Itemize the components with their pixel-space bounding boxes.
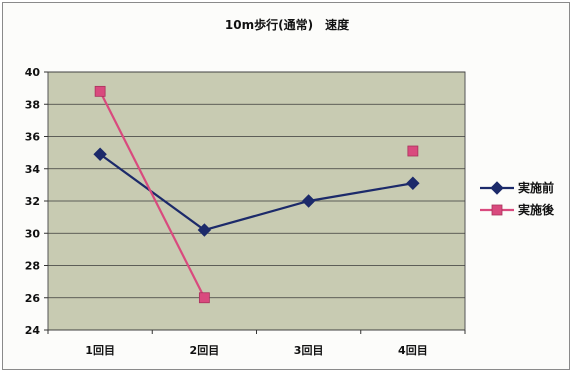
data-point — [406, 176, 420, 190]
legend-label: 実施後 — [518, 202, 555, 217]
x-tick-label: 3回目 — [294, 343, 324, 357]
series-2 — [94, 85, 419, 304]
x-tick-label: 1回目 — [85, 343, 115, 357]
data-point — [93, 147, 107, 161]
chart-title: 10m歩行(通常) 速度 — [224, 18, 350, 32]
series-line — [99, 90, 206, 299]
y-axis-ticks: 24 26 28 30 32 34 36 38 40 — [25, 66, 41, 337]
y-tick-label: 40 — [25, 66, 41, 79]
y-tick-label: 30 — [25, 227, 41, 240]
y-tick-label: 32 — [25, 195, 40, 208]
legend-marker — [490, 181, 504, 195]
y-tick-label: 34 — [25, 163, 41, 176]
x-tick-label: 2回目 — [190, 343, 220, 357]
data-point — [197, 223, 212, 237]
data-point — [407, 145, 419, 157]
x-axis-ticks: 1回目 2回目 3回目 4回目 — [85, 343, 427, 357]
y-tick-label: 28 — [25, 260, 40, 273]
legend-item: 実施後 — [480, 202, 555, 217]
legend-item: 実施前 — [480, 180, 554, 195]
y-tick-label: 26 — [25, 292, 41, 305]
data-point — [94, 85, 106, 97]
y-tick-label: 36 — [25, 131, 41, 144]
gridlines — [44, 71, 466, 334]
y-tick-label: 38 — [25, 98, 40, 111]
series-layer — [93, 85, 420, 304]
legend-label: 実施前 — [518, 180, 554, 195]
y-tick-label: 24 — [25, 324, 41, 337]
x-tick-label: 4回目 — [398, 343, 428, 357]
data-point — [198, 292, 210, 304]
data-point — [301, 194, 316, 208]
legend-marker — [491, 204, 503, 216]
